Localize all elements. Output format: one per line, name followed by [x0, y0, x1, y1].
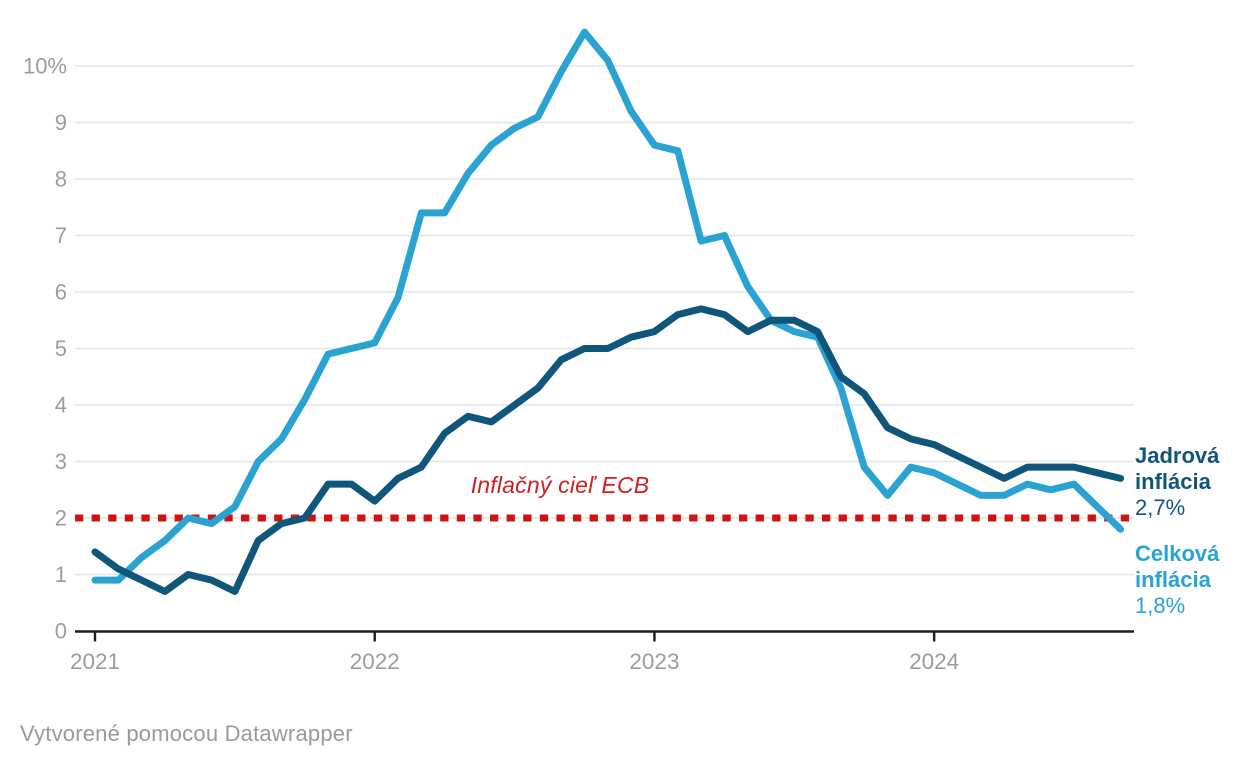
core-series-name: Jadrová inflácia [1135, 443, 1220, 494]
y-tick-label-7: 7 [55, 223, 67, 248]
line-jadrova [91, 305, 1125, 595]
y-tick-label-10: 10% [23, 54, 67, 79]
y-tick-label-6: 6 [55, 280, 67, 305]
y-tick-label-8: 8 [55, 167, 67, 192]
y-tick-label-3: 3 [55, 449, 67, 474]
headline-series-last-value: 1,8% [1135, 593, 1186, 618]
series-end-label-core: Jadrová inflácia 2,7% [1135, 443, 1237, 521]
line-celkova [91, 28, 1125, 584]
x-tick-label-2023: 2023 [629, 649, 679, 674]
y-tick-label-1: 1 [55, 562, 67, 587]
y-tick-label-5: 5 [55, 336, 67, 361]
headline-series-name: Celková inflácia [1135, 541, 1220, 592]
datawrapper-attribution: Vytvorené pomocou Datawrapper [20, 721, 353, 746]
x-tick-label-2024: 2024 [909, 649, 959, 674]
core-series-last-value: 2,7% [1135, 495, 1186, 520]
y-tick-label-2: 2 [55, 506, 67, 531]
x-tick-label-2021: 2021 [70, 649, 120, 674]
y-tick-label-0: 0 [55, 619, 67, 644]
y-tick-label-4: 4 [55, 393, 67, 418]
y-tick-label-9: 9 [55, 110, 67, 135]
ecb-target-annotation: Inflačný cieľ ECB [470, 472, 650, 498]
x-tick-label-2022: 2022 [350, 649, 400, 674]
series-end-label-headline: Celková inflácia 1,8% [1135, 541, 1237, 619]
